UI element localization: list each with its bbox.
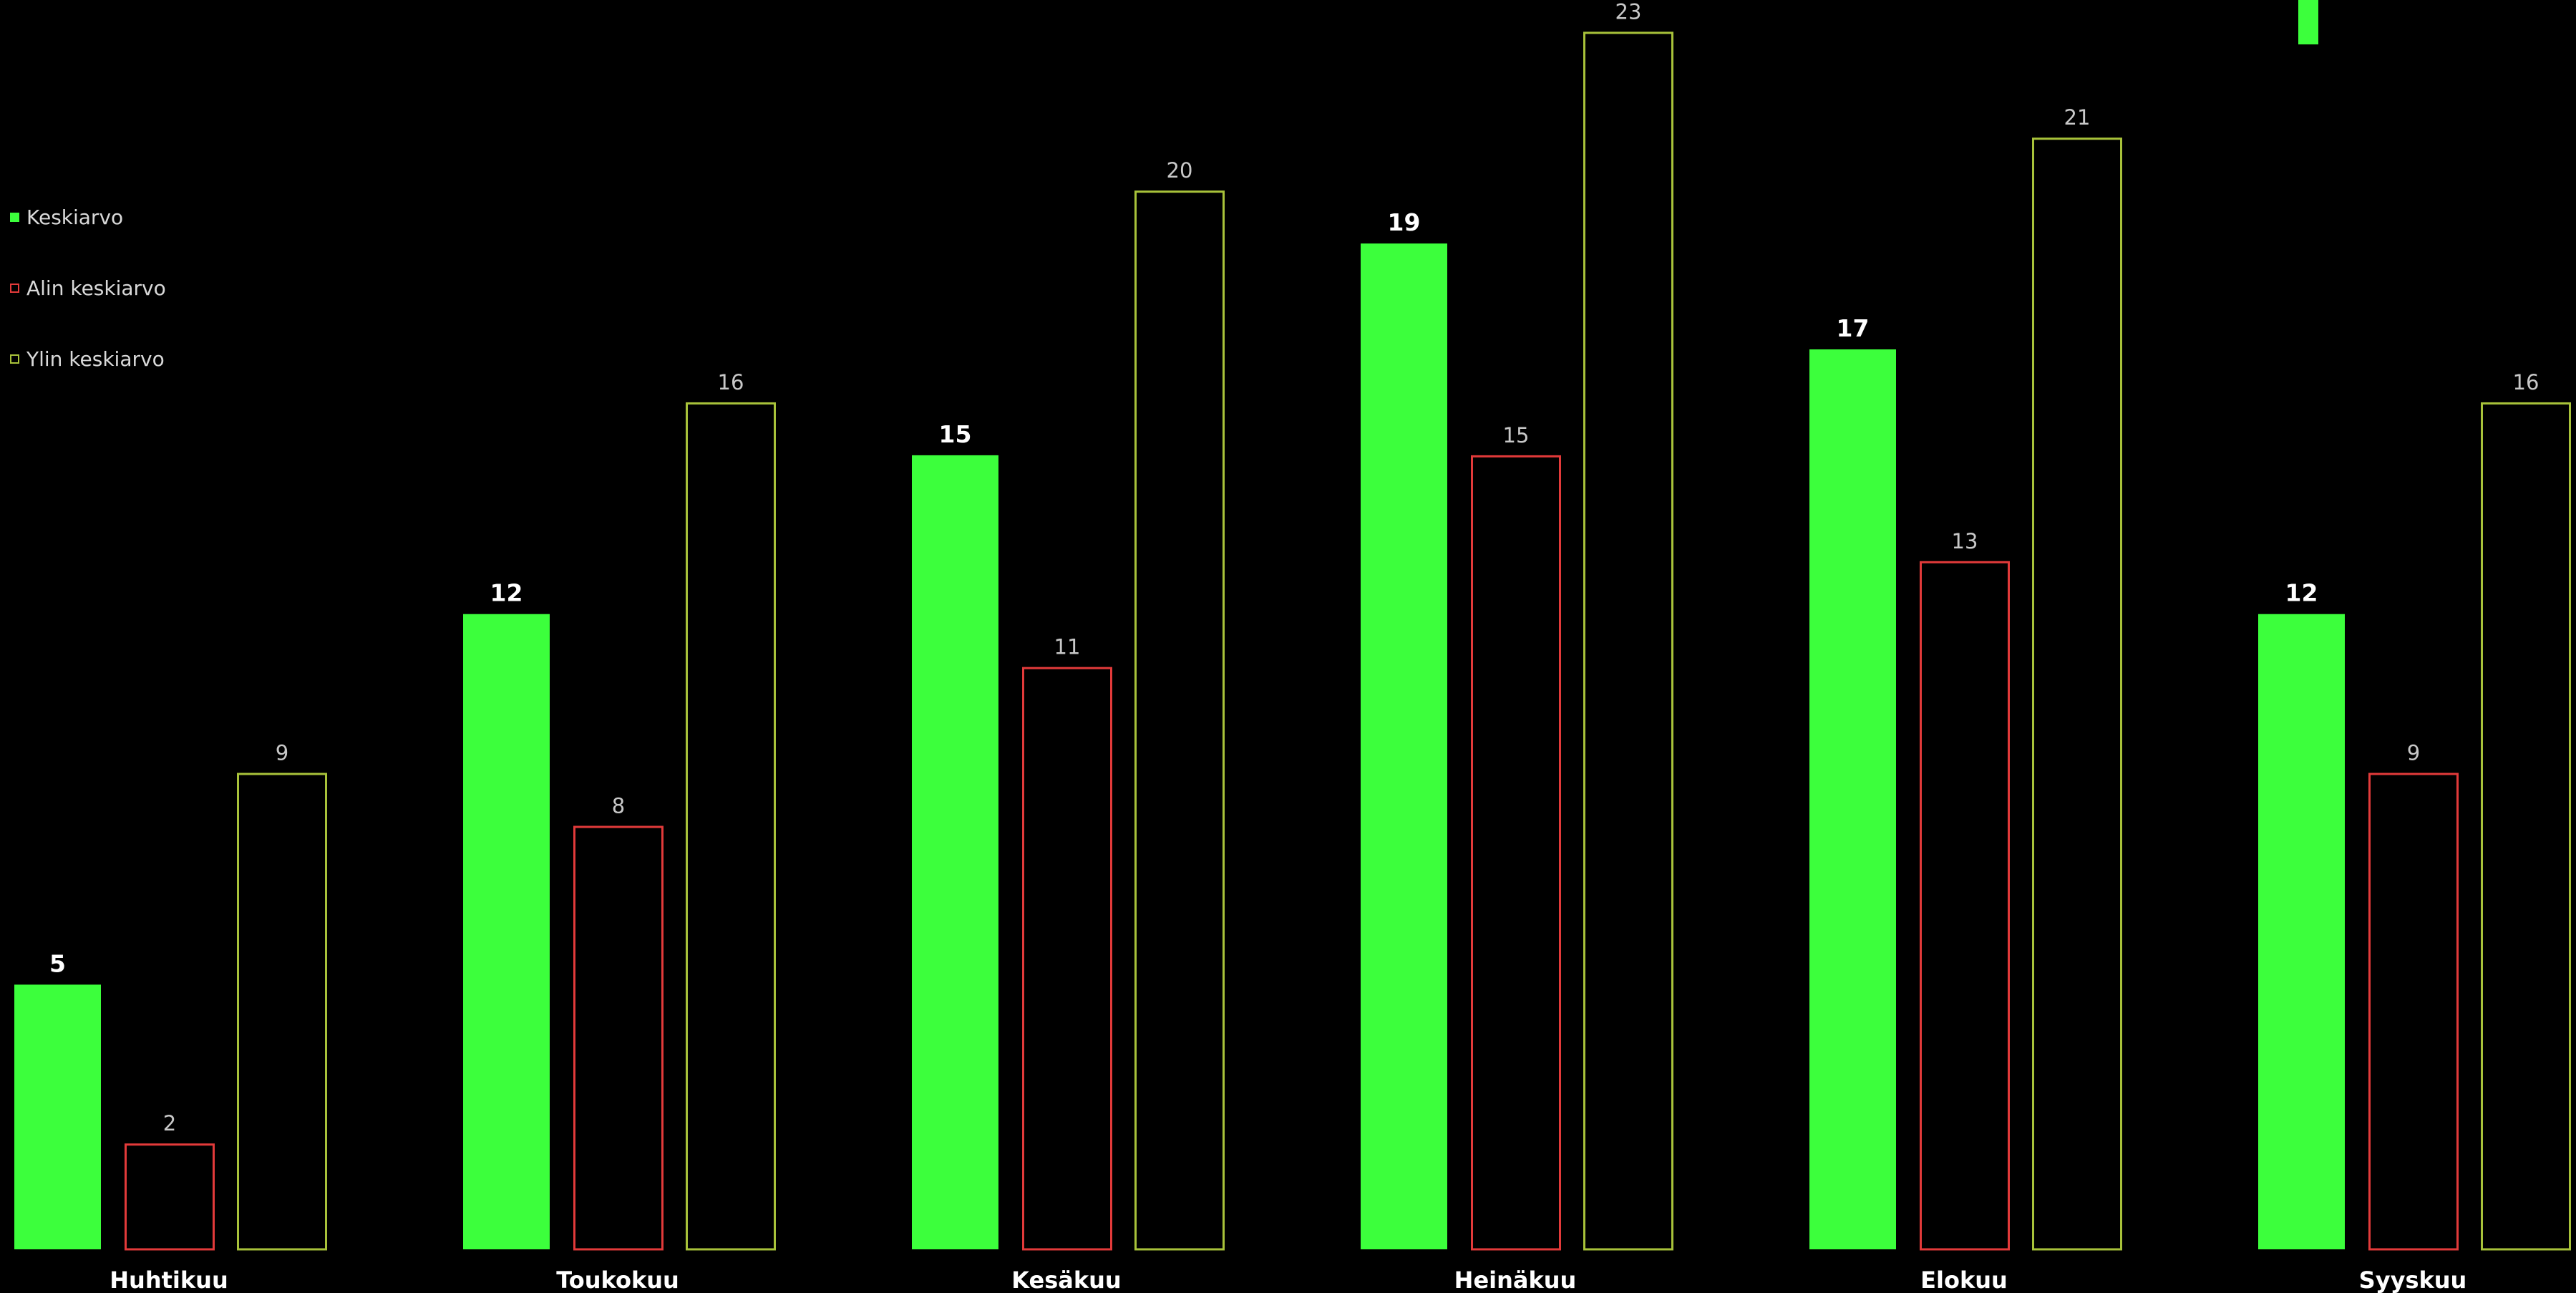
bar-max-3 <box>1583 32 1673 1251</box>
bar-avg-0 <box>14 984 101 1249</box>
data-label-avg-1: 12 <box>490 579 523 607</box>
data-label-min-5: 9 <box>2407 741 2420 765</box>
data-label-avg-4: 17 <box>1837 314 1870 342</box>
bar-min-0 <box>125 1143 215 1251</box>
data-label-min-2: 11 <box>1054 635 1081 659</box>
data-label-max-0: 9 <box>276 741 288 765</box>
legend-swatch-avg <box>10 212 19 222</box>
data-label-max-3: 23 <box>1615 0 1642 24</box>
data-label-min-1: 8 <box>612 793 625 818</box>
category-label-0: Huhtikuu <box>110 1267 228 1293</box>
category-label-5: Syyskuu <box>2359 1267 2467 1293</box>
data-label-min-0: 2 <box>163 1111 176 1135</box>
bar-avg-5 <box>2258 614 2345 1249</box>
data-label-avg-2: 15 <box>939 420 972 448</box>
category-label-4: Elokuu <box>1920 1267 2008 1293</box>
legend-label-min: Alin keskiarvo <box>26 276 166 300</box>
data-label-avg-3: 19 <box>1388 208 1421 236</box>
legend-swatch-max <box>10 354 19 364</box>
bar-min-5 <box>2368 773 2459 1251</box>
legend-label-max: Ylin keskiarvo <box>26 347 165 371</box>
bar-min-2 <box>1022 667 1112 1251</box>
bar-max-1 <box>686 402 776 1251</box>
category-label-1: Toukokuu <box>556 1267 679 1293</box>
legend-item-max: Ylin keskiarvo <box>10 342 166 375</box>
legend-swatch-min <box>10 283 19 293</box>
bar-avg-1 <box>463 614 550 1249</box>
partial-bar-marker <box>2298 0 2318 44</box>
data-label-avg-0: 5 <box>49 949 66 977</box>
bar-min-4 <box>1920 561 2010 1251</box>
data-label-max-4: 21 <box>2064 105 2091 130</box>
category-label-3: Heinäkuu <box>1454 1267 1577 1293</box>
bar-avg-2 <box>912 455 998 1249</box>
data-label-avg-5: 12 <box>2285 579 2318 607</box>
data-label-max-5: 16 <box>2513 370 2539 394</box>
legend-item-min: Alin keskiarvo <box>10 271 166 304</box>
legend-label-avg: Keskiarvo <box>26 205 124 229</box>
bar-avg-3 <box>1361 243 1447 1250</box>
data-label-min-3: 15 <box>1503 423 1530 447</box>
category-label-2: Kesäkuu <box>1011 1267 1121 1293</box>
bar-max-0 <box>237 773 327 1251</box>
bar-max-4 <box>2032 137 2122 1251</box>
chart-legend: Keskiarvo Alin keskiarvo Ylin keskiarvo <box>10 200 166 413</box>
legend-item-avg: Keskiarvo <box>10 200 166 233</box>
bar-max-2 <box>1134 190 1225 1251</box>
bar-max-5 <box>2481 402 2571 1251</box>
data-label-max-1: 16 <box>718 370 744 394</box>
bar-avg-4 <box>1809 349 1896 1249</box>
bar-min-1 <box>573 825 664 1251</box>
bar-min-3 <box>1471 455 1561 1251</box>
data-label-min-4: 13 <box>1952 529 1978 553</box>
data-label-max-2: 20 <box>1167 158 1193 183</box>
